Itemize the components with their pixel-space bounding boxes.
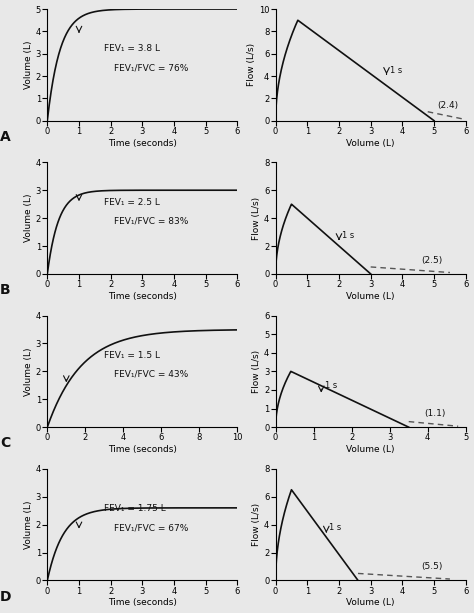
Text: (5.5): (5.5) [421, 562, 443, 571]
X-axis label: Time (seconds): Time (seconds) [108, 445, 177, 454]
Text: 1 s: 1 s [342, 230, 355, 240]
Text: (2.4): (2.4) [437, 101, 458, 110]
X-axis label: Volume (L): Volume (L) [346, 139, 395, 148]
Text: (2.5): (2.5) [421, 256, 443, 265]
Text: FEV₁ = 2.5 L: FEV₁ = 2.5 L [104, 198, 160, 207]
Y-axis label: Flow (L/s): Flow (L/s) [252, 503, 261, 546]
Text: 1 s: 1 s [390, 66, 402, 75]
Text: FEV₁/FVC = 43%: FEV₁/FVC = 43% [114, 370, 188, 379]
X-axis label: Time (seconds): Time (seconds) [108, 139, 177, 148]
Text: FEV₁ = 1.5 L: FEV₁ = 1.5 L [104, 351, 160, 360]
Y-axis label: Volume (L): Volume (L) [24, 40, 33, 89]
Text: D: D [0, 590, 11, 604]
Text: C: C [0, 436, 10, 451]
X-axis label: Time (seconds): Time (seconds) [108, 598, 177, 607]
Y-axis label: Volume (L): Volume (L) [24, 347, 33, 395]
Text: A: A [0, 130, 10, 144]
Y-axis label: Volume (L): Volume (L) [24, 500, 33, 549]
Y-axis label: Flow (L/s): Flow (L/s) [252, 197, 261, 240]
Text: (1.1): (1.1) [424, 409, 445, 418]
Y-axis label: Flow (L/s): Flow (L/s) [247, 44, 256, 86]
Y-axis label: Flow (L/s): Flow (L/s) [252, 350, 261, 393]
Y-axis label: Volume (L): Volume (L) [24, 194, 33, 242]
Text: 1 s: 1 s [329, 523, 342, 532]
X-axis label: Volume (L): Volume (L) [346, 598, 395, 607]
Text: FEV₁/FVC = 67%: FEV₁/FVC = 67% [114, 523, 188, 532]
Text: FEV₁ = 1.75 L: FEV₁ = 1.75 L [104, 504, 166, 513]
X-axis label: Volume (L): Volume (L) [346, 292, 395, 301]
Text: B: B [0, 283, 10, 297]
X-axis label: Time (seconds): Time (seconds) [108, 292, 177, 301]
Text: 1 s: 1 s [325, 381, 337, 390]
Text: FEV₁/FVC = 76%: FEV₁/FVC = 76% [114, 63, 188, 72]
X-axis label: Volume (L): Volume (L) [346, 445, 395, 454]
Text: FEV₁ = 3.8 L: FEV₁ = 3.8 L [104, 45, 160, 53]
Text: FEV₁/FVC = 83%: FEV₁/FVC = 83% [114, 216, 188, 226]
